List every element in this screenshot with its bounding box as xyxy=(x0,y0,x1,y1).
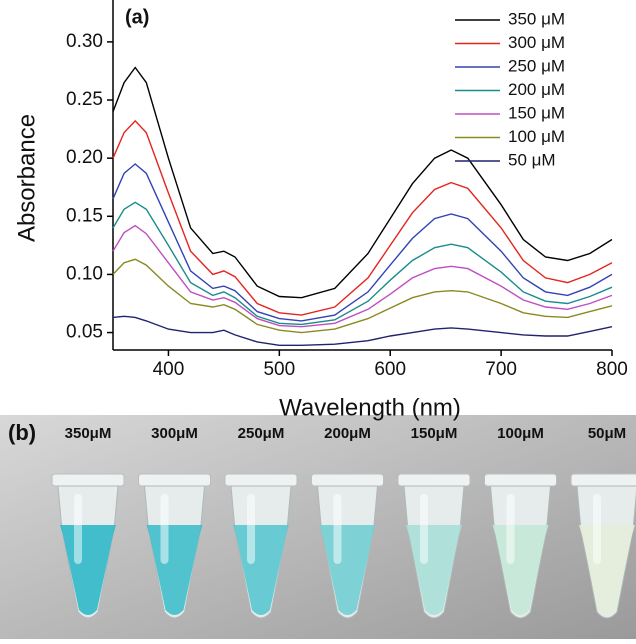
y-tick-label: 0.05 xyxy=(66,322,103,343)
legend-label: 100 μM xyxy=(508,127,565,146)
tube-highlight xyxy=(74,494,82,564)
photo-panel-label: (b) xyxy=(8,420,36,445)
x-axis-label: Wavelength (nm) xyxy=(279,394,461,421)
tube-cap xyxy=(138,473,211,487)
tube-cap xyxy=(570,473,636,487)
series-line xyxy=(112,163,613,322)
series-line xyxy=(112,66,613,299)
y-axis-label: Absorbance xyxy=(13,114,40,242)
tube-highlight xyxy=(247,494,255,564)
x-tick-label: 500 xyxy=(263,359,295,380)
tube-cap xyxy=(51,473,125,487)
series-line xyxy=(112,315,613,346)
y-tick-label: 0.15 xyxy=(66,205,103,226)
legend-label: 150 μM xyxy=(508,103,565,122)
legend-label: 300 μM xyxy=(508,33,565,52)
series-line xyxy=(112,201,613,326)
tube-label: 100μM xyxy=(497,425,544,442)
panel-label: (a) xyxy=(125,6,149,28)
legend-label: 200 μM xyxy=(508,80,565,99)
tube-highlight xyxy=(506,494,515,564)
tube-cap xyxy=(224,473,298,487)
tube-highlight xyxy=(593,494,601,564)
tube-label: 200μM xyxy=(324,425,371,442)
legend-label: 350 μM xyxy=(508,9,565,28)
tube-cap xyxy=(311,473,384,487)
series-line xyxy=(112,224,613,328)
tube-highlight xyxy=(420,494,428,564)
tube-cap xyxy=(484,473,557,487)
tube-label: 150μM xyxy=(411,425,458,442)
x-tick-label: 800 xyxy=(596,359,628,380)
tube-highlight xyxy=(160,494,169,564)
tube-label: 350μM xyxy=(65,425,112,442)
y-tick-label: 0.20 xyxy=(66,147,103,168)
x-tick-label: 400 xyxy=(153,359,185,380)
x-tick-label: 700 xyxy=(485,359,517,380)
y-tick-label: 0.25 xyxy=(66,89,103,110)
y-tick-label: 0.30 xyxy=(66,31,103,52)
tube-cap xyxy=(397,473,471,487)
y-tick-label: 0.10 xyxy=(66,263,103,284)
tube-label: 300μM xyxy=(151,425,198,442)
series-line xyxy=(112,258,613,334)
x-tick-label: 600 xyxy=(374,359,406,380)
tube-highlight xyxy=(333,494,342,564)
tube-label: 250μM xyxy=(238,425,285,442)
series-line xyxy=(112,119,613,316)
legend-label: 250 μM xyxy=(508,56,565,75)
legend-label: 50 μM xyxy=(508,150,556,169)
tube-label: 50μM xyxy=(588,425,626,442)
